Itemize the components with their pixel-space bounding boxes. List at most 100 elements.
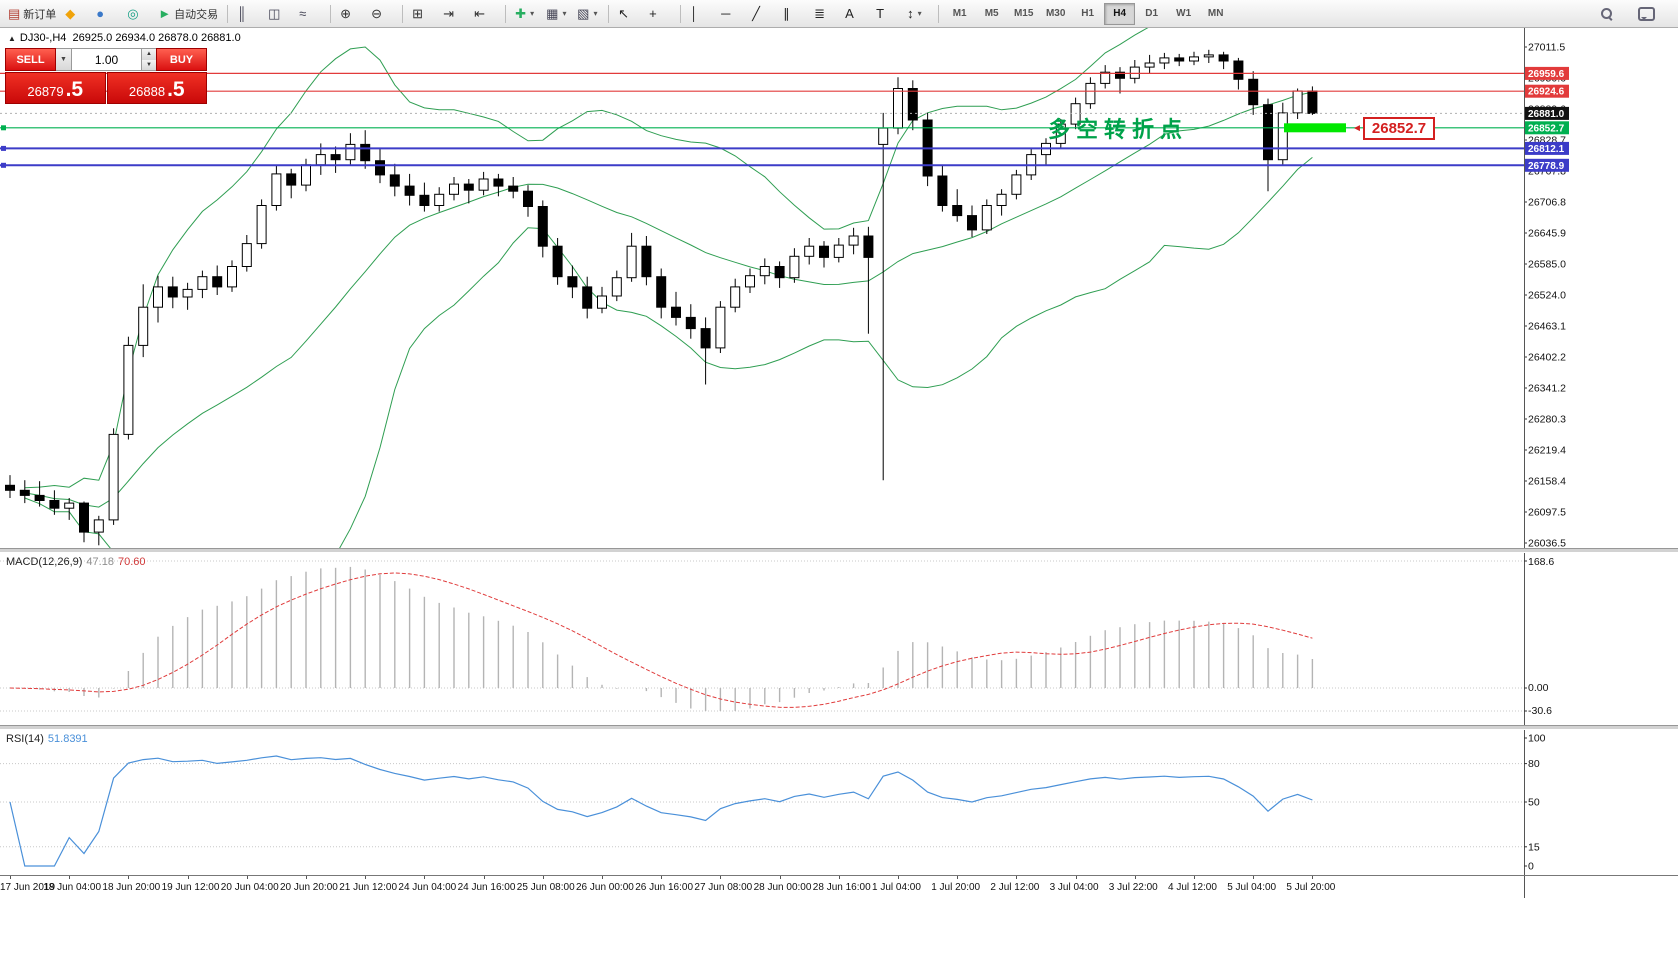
time-axis[interactable]: 17 Jun 2019 18 Jun 04:00 18 Jun 20:00 19 Ju… <box>0 875 1678 898</box>
pane-divider[interactable] <box>0 725 1678 730</box>
channel-icon: ∥ <box>783 6 790 21</box>
horizontal-line-button[interactable]: ─ <box>717 2 747 26</box>
svg-text:15: 15 <box>1528 841 1540 853</box>
text-icon: A <box>845 6 854 21</box>
indicators-button[interactable]: ✚ ▾ <box>511 2 541 26</box>
main-chart-pane[interactable]: 27011.526950.626889.626828.726767.826706… <box>0 28 1678 548</box>
time-label: 3 Jul 22:00 <box>1108 882 1158 893</box>
arrows-button[interactable]: ↕ ▾ <box>903 2 933 26</box>
timeframe-m15-button[interactable]: M15 <box>1013 8 1034 19</box>
time-label: 1 Jul 20:00 <box>931 882 981 893</box>
price-tag[interactable]: ◄ 26852.7 <box>1352 117 1436 140</box>
timeframe-h1-button[interactable]: H1 <box>1081 8 1095 19</box>
chat-button[interactable] <box>1634 2 1664 26</box>
profile-icon: ● <box>96 6 105 21</box>
sell-price[interactable]: 26879.5 <box>5 72 106 104</box>
text-label-button[interactable]: T <box>872 2 902 26</box>
arrows-icon: ↕ <box>907 6 914 21</box>
buy-button[interactable]: BUY <box>156 48 207 71</box>
market-button[interactable]: ◎ <box>123 2 153 26</box>
autotrading-button[interactable]: ► 自动交易 <box>154 2 222 26</box>
crosshair-button[interactable]: + <box>645 2 675 26</box>
periods-button[interactable]: ▦ ▾ <box>542 2 572 26</box>
timeframe-w1-button[interactable]: W1 <box>1176 8 1192 19</box>
bars-chart-button[interactable]: ║ <box>233 2 263 26</box>
time-label: 24 Jun 04:00 <box>398 882 457 893</box>
time-label: 1 Jul 04:00 <box>872 882 921 893</box>
svg-text:26097.5: 26097.5 <box>1528 507 1566 519</box>
time-label: 21 Jun 12:00 <box>339 882 398 893</box>
macd-pane[interactable]: 168.6 0.00 -30.6 MACD(12,26,9) 47.18 70.60 <box>0 553 1678 725</box>
time-tick <box>424 876 426 879</box>
time-tick <box>246 876 248 879</box>
svg-text:100: 100 <box>1528 733 1546 745</box>
time-tick <box>602 876 603 879</box>
channel-button[interactable]: ∥ <box>779 2 809 26</box>
chevron-down-icon[interactable]: ▾ <box>593 9 598 18</box>
trendline-button[interactable]: ╱ <box>748 2 778 26</box>
pane-divider[interactable] <box>0 548 1678 553</box>
chevron-down-icon[interactable]: ▾ <box>917 9 922 18</box>
buy-price[interactable]: 26888.5 <box>106 72 207 104</box>
text-button[interactable]: A <box>841 2 871 26</box>
rsi-pane[interactable]: 100 80 50 15 0 RSI(14) 51.8391 <box>0 730 1678 875</box>
tile-windows-button[interactable]: ⊞ <box>408 2 438 26</box>
volume-up-icon[interactable]: ▲ <box>142 49 156 60</box>
macd-label: MACD(12,26,9) 47.18 70.60 <box>6 556 145 568</box>
sell-button[interactable]: SELL <box>5 48 56 71</box>
line-chart-icon: ≈ <box>299 6 307 21</box>
cursor-button[interactable]: ↖ <box>614 2 644 26</box>
timeframe-m5-button[interactable]: M5 <box>984 8 999 19</box>
axis-corner-line <box>1524 876 1525 898</box>
new-order-button[interactable]: ▤ 新订单 <box>4 2 60 26</box>
vertical-line-button[interactable]: │ <box>686 2 716 26</box>
candles-chart-button[interactable]: ◫ <box>264 2 294 26</box>
mql5-button[interactable]: ◆ <box>61 2 91 26</box>
community-button[interactable]: ● <box>92 2 122 26</box>
time-label: 28 Jun 16:00 <box>812 882 871 893</box>
time-tick <box>69 876 71 879</box>
cursor-icon: ↖ <box>618 6 630 21</box>
fibonacci-icon: ≣ <box>814 6 826 21</box>
annotation-text[interactable]: 多空转折点 <box>1048 117 1189 142</box>
chevron-down-icon[interactable]: ▾ <box>562 9 567 18</box>
time-tick <box>1312 876 1314 879</box>
chart-window: 27011.526950.626889.626828.726767.826706… <box>0 28 1678 954</box>
search-icon <box>1600 7 1613 20</box>
volume-input[interactable] <box>72 49 141 70</box>
buy-price-main: 26888 <box>128 83 166 99</box>
time-tick <box>838 876 840 879</box>
timeframe-m1-button[interactable]: M1 <box>952 8 967 19</box>
timeframe-m30-button[interactable]: M30 <box>1045 8 1066 19</box>
zoom-out-button[interactable]: ⊖ <box>367 2 397 26</box>
search-button[interactable] <box>1596 2 1626 26</box>
new-order-label: 新订单 <box>23 8 57 21</box>
timeframe-d1-button[interactable]: D1 <box>1145 8 1159 19</box>
timeframe-h4-button[interactable]: H4 <box>1104 2 1136 25</box>
chart-shift-button[interactable]: ⇤ <box>470 2 500 26</box>
time-label: 25 Jun 08:00 <box>516 882 575 893</box>
zoom-in-button[interactable]: ⊕ <box>336 2 366 26</box>
order-type-dropdown[interactable]: ▼ <box>56 48 72 71</box>
templates-button[interactable]: ▧ ▾ <box>573 2 603 26</box>
volume-down-icon[interactable]: ▼ <box>142 59 156 70</box>
svg-text:26036.5: 26036.5 <box>1528 538 1566 549</box>
toolbar-separator <box>680 4 682 23</box>
rsi-canvas: 100 80 50 15 0 <box>0 730 1546 875</box>
main-chart-canvas[interactable]: 27011.526950.626889.626828.726767.826706… <box>0 28 1678 548</box>
time-label: 26 Jun 16:00 <box>635 882 694 893</box>
svg-text:26463.1: 26463.1 <box>1528 321 1566 333</box>
fibonacci-button[interactable]: ≣ <box>810 2 840 26</box>
collapse-arrow-icon[interactable]: ▲ <box>8 34 16 43</box>
auto-scroll-button[interactable]: ⇥ <box>439 2 469 26</box>
bar-chart-icon: ║ <box>237 6 247 21</box>
time-tick <box>483 876 485 879</box>
line-chart-button[interactable]: ≈ <box>295 2 325 26</box>
time-tick <box>661 876 663 879</box>
chevron-down-icon[interactable]: ▾ <box>530 9 535 18</box>
volume-stepper[interactable]: ▲ ▼ <box>141 48 156 71</box>
time-label: 18 Jun 04:00 <box>43 882 102 893</box>
timeframe-mn-button[interactable]: MN <box>1207 8 1224 19</box>
time-label: 26 Jun 00:00 <box>576 882 634 893</box>
time-tick <box>1075 876 1077 879</box>
